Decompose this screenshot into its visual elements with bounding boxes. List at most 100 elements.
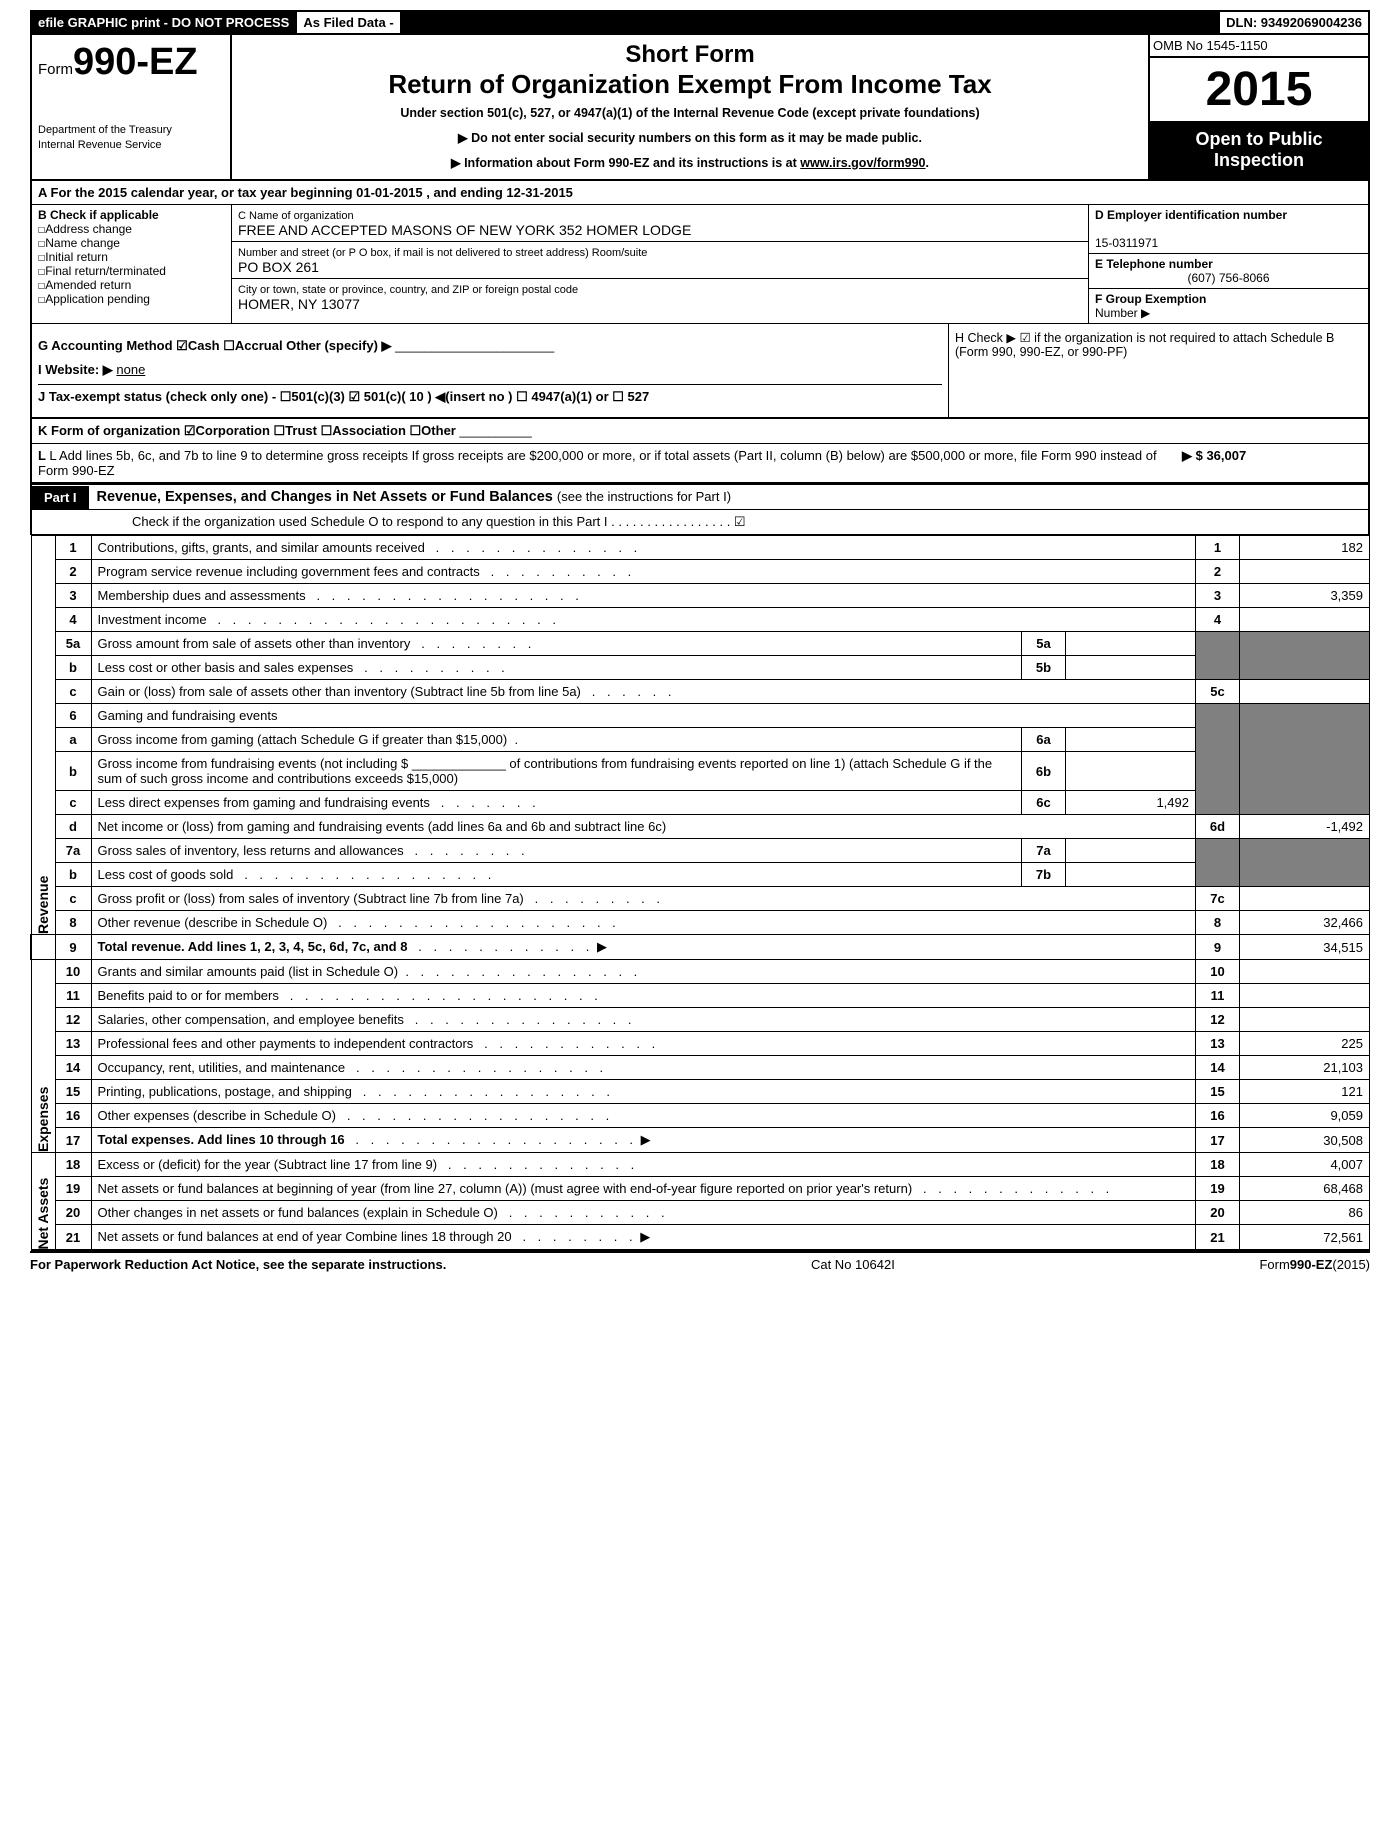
group-exempt-number: Number ▶ [1095,306,1150,320]
line-20-num: 20 [55,1201,91,1225]
form-prefix: Form [38,61,73,78]
line-17-num: 17 [55,1128,91,1153]
shade-6 [1196,704,1240,815]
line-14-box: 14 [1196,1056,1240,1080]
footer-year: (2015) [1332,1257,1370,1272]
header-mid: Short Form Return of Organization Exempt… [232,35,1148,179]
section-k: K Form of organization ☑Corporation ☐Tru… [30,418,1370,444]
line-5a-ibox: 5a [1022,632,1066,656]
line-18-amt: 4,007 [1240,1153,1370,1177]
form-title: Return of Organization Exempt From Incom… [238,69,1142,100]
tel-label: E Telephone number [1095,257,1213,271]
line-13-amt: 225 [1240,1032,1370,1056]
line-6b-ibox: 6b [1022,752,1066,791]
line-21-amt: 72,561 [1240,1225,1370,1251]
line-11-desc: Benefits paid to or for members . . . . … [91,984,1196,1008]
short-form: Short Form [238,41,1142,69]
line-5c-desc: Gain or (loss) from sale of assets other… [91,680,1196,704]
shade-7b [1240,839,1370,887]
line-18-box: 18 [1196,1153,1240,1177]
line-18-desc: Excess or (deficit) for the year (Subtra… [91,1153,1196,1177]
line-21-box: 21 [1196,1225,1240,1251]
line-5b-desc: Less cost or other basis and sales expen… [91,656,1022,680]
part-i-sub: (see the instructions for Part I) [557,489,731,504]
part-i-check: Check if the organization used Schedule … [30,510,1370,535]
paperwork-notice: For Paperwork Reduction Act Notice, see … [30,1257,446,1272]
line-3-num: 3 [55,584,91,608]
line-10-num: 10 [55,960,91,984]
inspect-line2: Inspection [1214,150,1304,170]
inspect-line1: Open to Public [1195,129,1322,149]
line-12-num: 12 [55,1008,91,1032]
line-16-num: 16 [55,1104,91,1128]
org-name-label: C Name of organization [238,210,354,222]
line-15-amt: 121 [1240,1080,1370,1104]
line-5c-num: c [55,680,91,704]
shade-5b [1240,632,1370,680]
line-20-desc: Other changes in net assets or fund bala… [91,1201,1196,1225]
line-16-box: 16 [1196,1104,1240,1128]
line-16-desc: Other expenses (describe in Schedule O) … [91,1104,1196,1128]
line-17-desc: Total expenses. Add lines 10 through 16 … [91,1128,1196,1153]
line-8-amt: 32,466 [1240,911,1370,935]
line-3-box: 3 [1196,584,1240,608]
lbl-initial: Initial return [45,250,108,264]
line-3-desc: Membership dues and assessments . . . . … [91,584,1196,608]
omb-number: OMB No 1545-1150 [1150,35,1368,58]
ein: 15-0311971 [1095,236,1158,250]
line-3-amt: 3,359 [1240,584,1370,608]
line-6d-num: d [55,815,91,839]
dept-irs: Internal Revenue Service [38,139,162,151]
irs-link[interactable]: www.irs.gov/form990 [800,156,925,170]
sections-def: D Employer identification number 15-0311… [1088,205,1368,323]
sections-gh: G Accounting Method ☑Cash ☐Accrual Other… [30,324,1370,418]
line-7b-iamt [1066,863,1196,887]
part-i-header: Part I Revenue, Expenses, and Changes in… [30,483,1370,510]
cat-no: Cat No 10642I [811,1257,895,1272]
line-13-desc: Professional fees and other payments to … [91,1032,1196,1056]
line-14-desc: Occupancy, rent, utilities, and maintena… [91,1056,1196,1080]
line-10-desc: Grants and similar amounts paid (list in… [91,960,1196,984]
line-14-num: 14 [55,1056,91,1080]
lbl-name-change: Name change [45,236,120,250]
line-2-amt [1240,560,1370,584]
line-5a-desc: Gross amount from sale of assets other t… [91,632,1022,656]
as-filed: As Filed Data - [297,12,401,33]
line-7c-amt [1240,887,1370,911]
line-7c-num: c [55,887,91,911]
lbl-pending: Application pending [45,292,150,306]
line-5b-num: b [55,656,91,680]
line-15-num: 15 [55,1080,91,1104]
line-7a-iamt [1066,839,1196,863]
line-6c-desc: Less direct expenses from gaming and fun… [91,791,1022,815]
line-19-num: 19 [55,1177,91,1201]
line-11-box: 11 [1196,984,1240,1008]
line-6-num: 6 [55,704,91,728]
line-9-desc: Total revenue. Add lines 1, 2, 3, 4, 5c,… [91,935,1196,960]
line-5a-iamt [1066,632,1196,656]
line-2-box: 2 [1196,560,1240,584]
warn2-prefix: ▶ Information about Form 990-EZ and its … [451,156,800,170]
accounting-method: G Accounting Method ☑Cash ☐Accrual Other… [38,338,392,353]
form-subtitle: Under section 501(c), 527, or 4947(a)(1)… [238,106,1142,120]
line-5c-box: 5c [1196,680,1240,704]
line-5a-num: 5a [55,632,91,656]
line-1-desc: Contributions, gifts, grants, and simila… [91,536,1196,560]
footer-form-no: 990-EZ [1290,1257,1333,1272]
line-5b-ibox: 5b [1022,656,1066,680]
line-15-box: 15 [1196,1080,1240,1104]
line-19-amt: 68,468 [1240,1177,1370,1201]
form-number: Form990-EZ [38,41,224,84]
line-7a-ibox: 7a [1022,839,1066,863]
footer-form: Form990-EZ(2015) [1259,1257,1370,1272]
line-12-amt [1240,1008,1370,1032]
line-17-amt: 30,508 [1240,1128,1370,1153]
line-13-num: 13 [55,1032,91,1056]
part-i-grid: Revenue 1Contributions, gifts, grants, a… [30,535,1370,1251]
line-11-num: 11 [55,984,91,1008]
org-city: HOMER, NY 13077 [238,296,360,312]
line-5c-amt [1240,680,1370,704]
line-2-desc: Program service revenue including govern… [91,560,1196,584]
line-6d-amt: -1,492 [1240,815,1370,839]
line-6c-num: c [55,791,91,815]
